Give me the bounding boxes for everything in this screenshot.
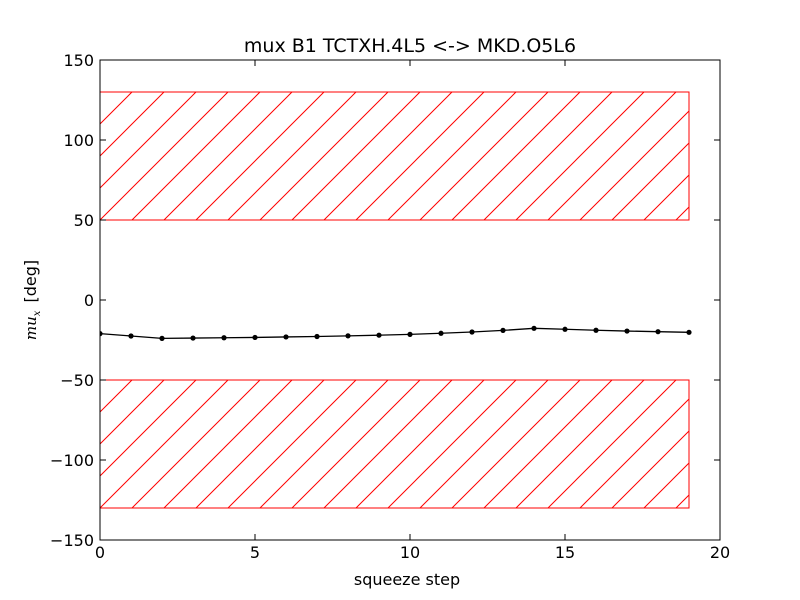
data-point [345, 333, 351, 339]
y-tick-label: 100 [63, 131, 94, 150]
data-point [500, 327, 506, 333]
hatched-region-2 [100, 379, 690, 509]
data-point [159, 335, 165, 341]
y-tick-label: 150 [63, 51, 94, 70]
data-point [128, 333, 134, 339]
data-point [283, 334, 289, 340]
data-point [190, 335, 196, 341]
data-point [531, 325, 537, 331]
data-point [593, 327, 599, 333]
y-axis-label-subscript: x [32, 310, 43, 316]
y-tick-label: −50 [60, 371, 94, 390]
x-axis-ticks: 0 5 10 15 20 [95, 60, 730, 562]
y-tick-label: 0 [84, 291, 94, 310]
chart-title: mux B1 TCTXH.4L5 <-> MKD.O5L6 [244, 35, 576, 57]
y-tick-label: 50 [74, 211, 94, 230]
data-point [655, 329, 661, 335]
series-line [100, 327, 690, 340]
data-point [407, 331, 413, 337]
x-tick-label: 5 [250, 543, 260, 562]
x-tick-label: 15 [555, 543, 575, 562]
y-tick-label: −100 [50, 451, 94, 470]
data-point [469, 329, 475, 335]
y-axis-ticks: 150 100 50 0 −50 −100 −150 [50, 51, 720, 550]
data-point [686, 329, 692, 335]
y-tick-label: −150 [50, 531, 94, 550]
data-point [314, 333, 320, 340]
x-axis-label: squeeze step [354, 570, 460, 589]
data-point [221, 335, 227, 341]
svg-text:mux[deg]: mux [deg] [21, 260, 43, 340]
data-point [100, 331, 103, 337]
data-point [624, 328, 630, 334]
x-tick-label: 10 [400, 543, 420, 562]
x-tick-label: 0 [95, 543, 105, 562]
data-point [562, 326, 568, 332]
hatched-region-1 [100, 91, 690, 221]
series-layer [100, 325, 692, 341]
data-point [252, 334, 258, 341]
data-point [376, 332, 382, 338]
constraint-regions [100, 91, 690, 509]
data-point [438, 330, 444, 336]
y-axis-label: mux [deg] [21, 260, 43, 340]
x-tick-label: 20 [710, 543, 730, 562]
y-axis-label-symbol: mu [22, 316, 40, 340]
y-axis-label-unit: [deg] [21, 260, 40, 303]
